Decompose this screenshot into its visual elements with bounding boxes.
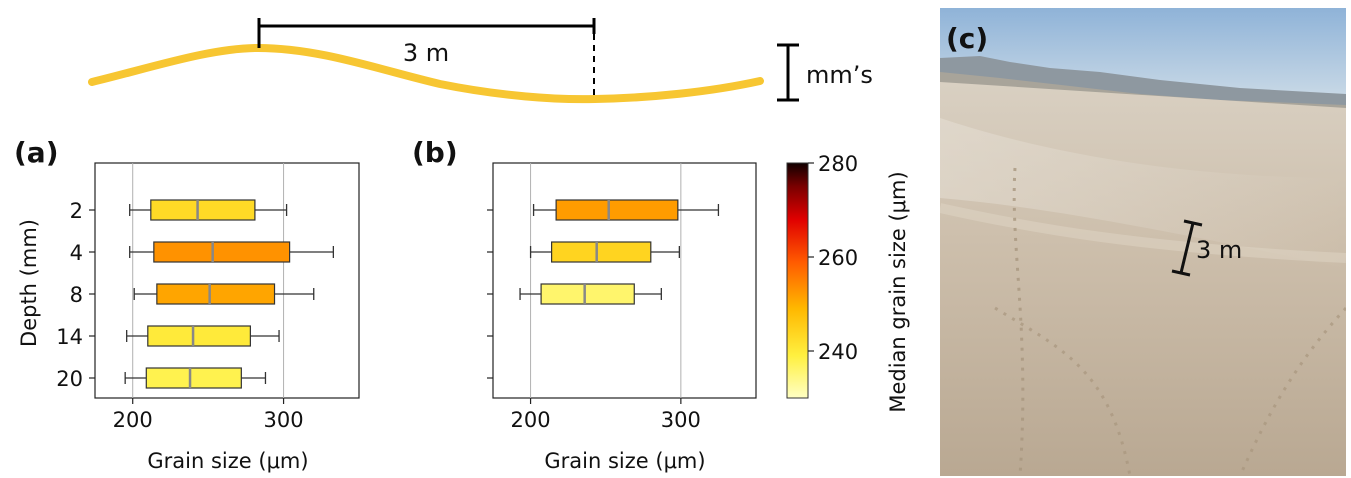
box-2 [129,199,288,221]
blowing-sand [940,118,1346,268]
box-8 [133,283,315,305]
x-axis-label-a: Grain size (μm) [147,449,308,473]
plot-frame [492,162,757,399]
sand-streak [940,203,1346,263]
iqr-box [156,283,276,305]
iqr-box [150,199,256,221]
footprints-left [1012,167,1025,476]
panel-b: (b) 200 300 Grain size (μm) [412,136,757,473]
amplitude-label: mm’s [806,61,873,89]
y-tick-label: 14 [56,325,83,349]
photo-scale-label: 3 m [1196,236,1242,264]
colorbar-tick-label: 240 [818,340,858,364]
box-14 [126,325,280,347]
box-20 [124,367,267,389]
panel-a-label: (a) [14,136,59,169]
colorbar-label: Median grain size (μm) [886,171,910,412]
y-axis-label: Depth (mm) [17,219,41,347]
panel-a: (a) 200 300 2 4 8 14 20 Depth (mm) Grain size … [14,136,360,473]
amplitude-scale [777,43,799,102]
colorbar: 240 260 280 Median grain size (μm) [786,152,910,413]
colorbar-gradient [786,162,809,399]
colorbar-tick-label: 280 [818,152,858,176]
iqr-box [555,199,679,221]
y-tick-label: 4 [70,241,83,265]
box-1 [532,199,720,221]
wavelength-label: 3 m [403,39,449,67]
iqr-box [145,367,242,389]
x-tick-label: 200 [511,408,551,432]
box-4 [129,241,335,263]
y-tick-label: 2 [70,199,83,223]
y-tick-label: 8 [70,283,83,307]
iqr-box [147,325,251,347]
iqr-box [551,241,652,263]
ripple-schematic: 3 m mm’s [88,18,873,104]
panel-b-label: (b) [412,136,458,169]
photo-scale-bar [1171,219,1203,277]
box-3 [519,283,662,305]
x-tick-label: 300 [661,408,701,432]
boxplot-a: 200 300 2 4 8 14 20 [56,162,360,432]
panel-c-label: (c) [946,22,988,55]
colorbar-ticks: 240 260 280 [808,152,858,364]
plot-frame [94,162,360,399]
beach-photo: (c) 3 m [940,8,1346,476]
ripple-profile [88,43,764,104]
beach-photo-drawing: (c) 3 m [940,8,1346,476]
x-axis-label-b: Grain size (μm) [544,449,705,473]
iqr-box [540,283,635,305]
x-tick-label: 300 [264,408,304,432]
box-2 [529,241,681,263]
boxplot-b: 200 300 [487,162,757,432]
colorbar-tick-label: 260 [818,246,858,270]
footprints-center [994,306,1132,476]
x-tick-label: 200 [113,408,153,432]
iqr-box [153,241,291,263]
y-tick-label: 20 [56,367,83,391]
